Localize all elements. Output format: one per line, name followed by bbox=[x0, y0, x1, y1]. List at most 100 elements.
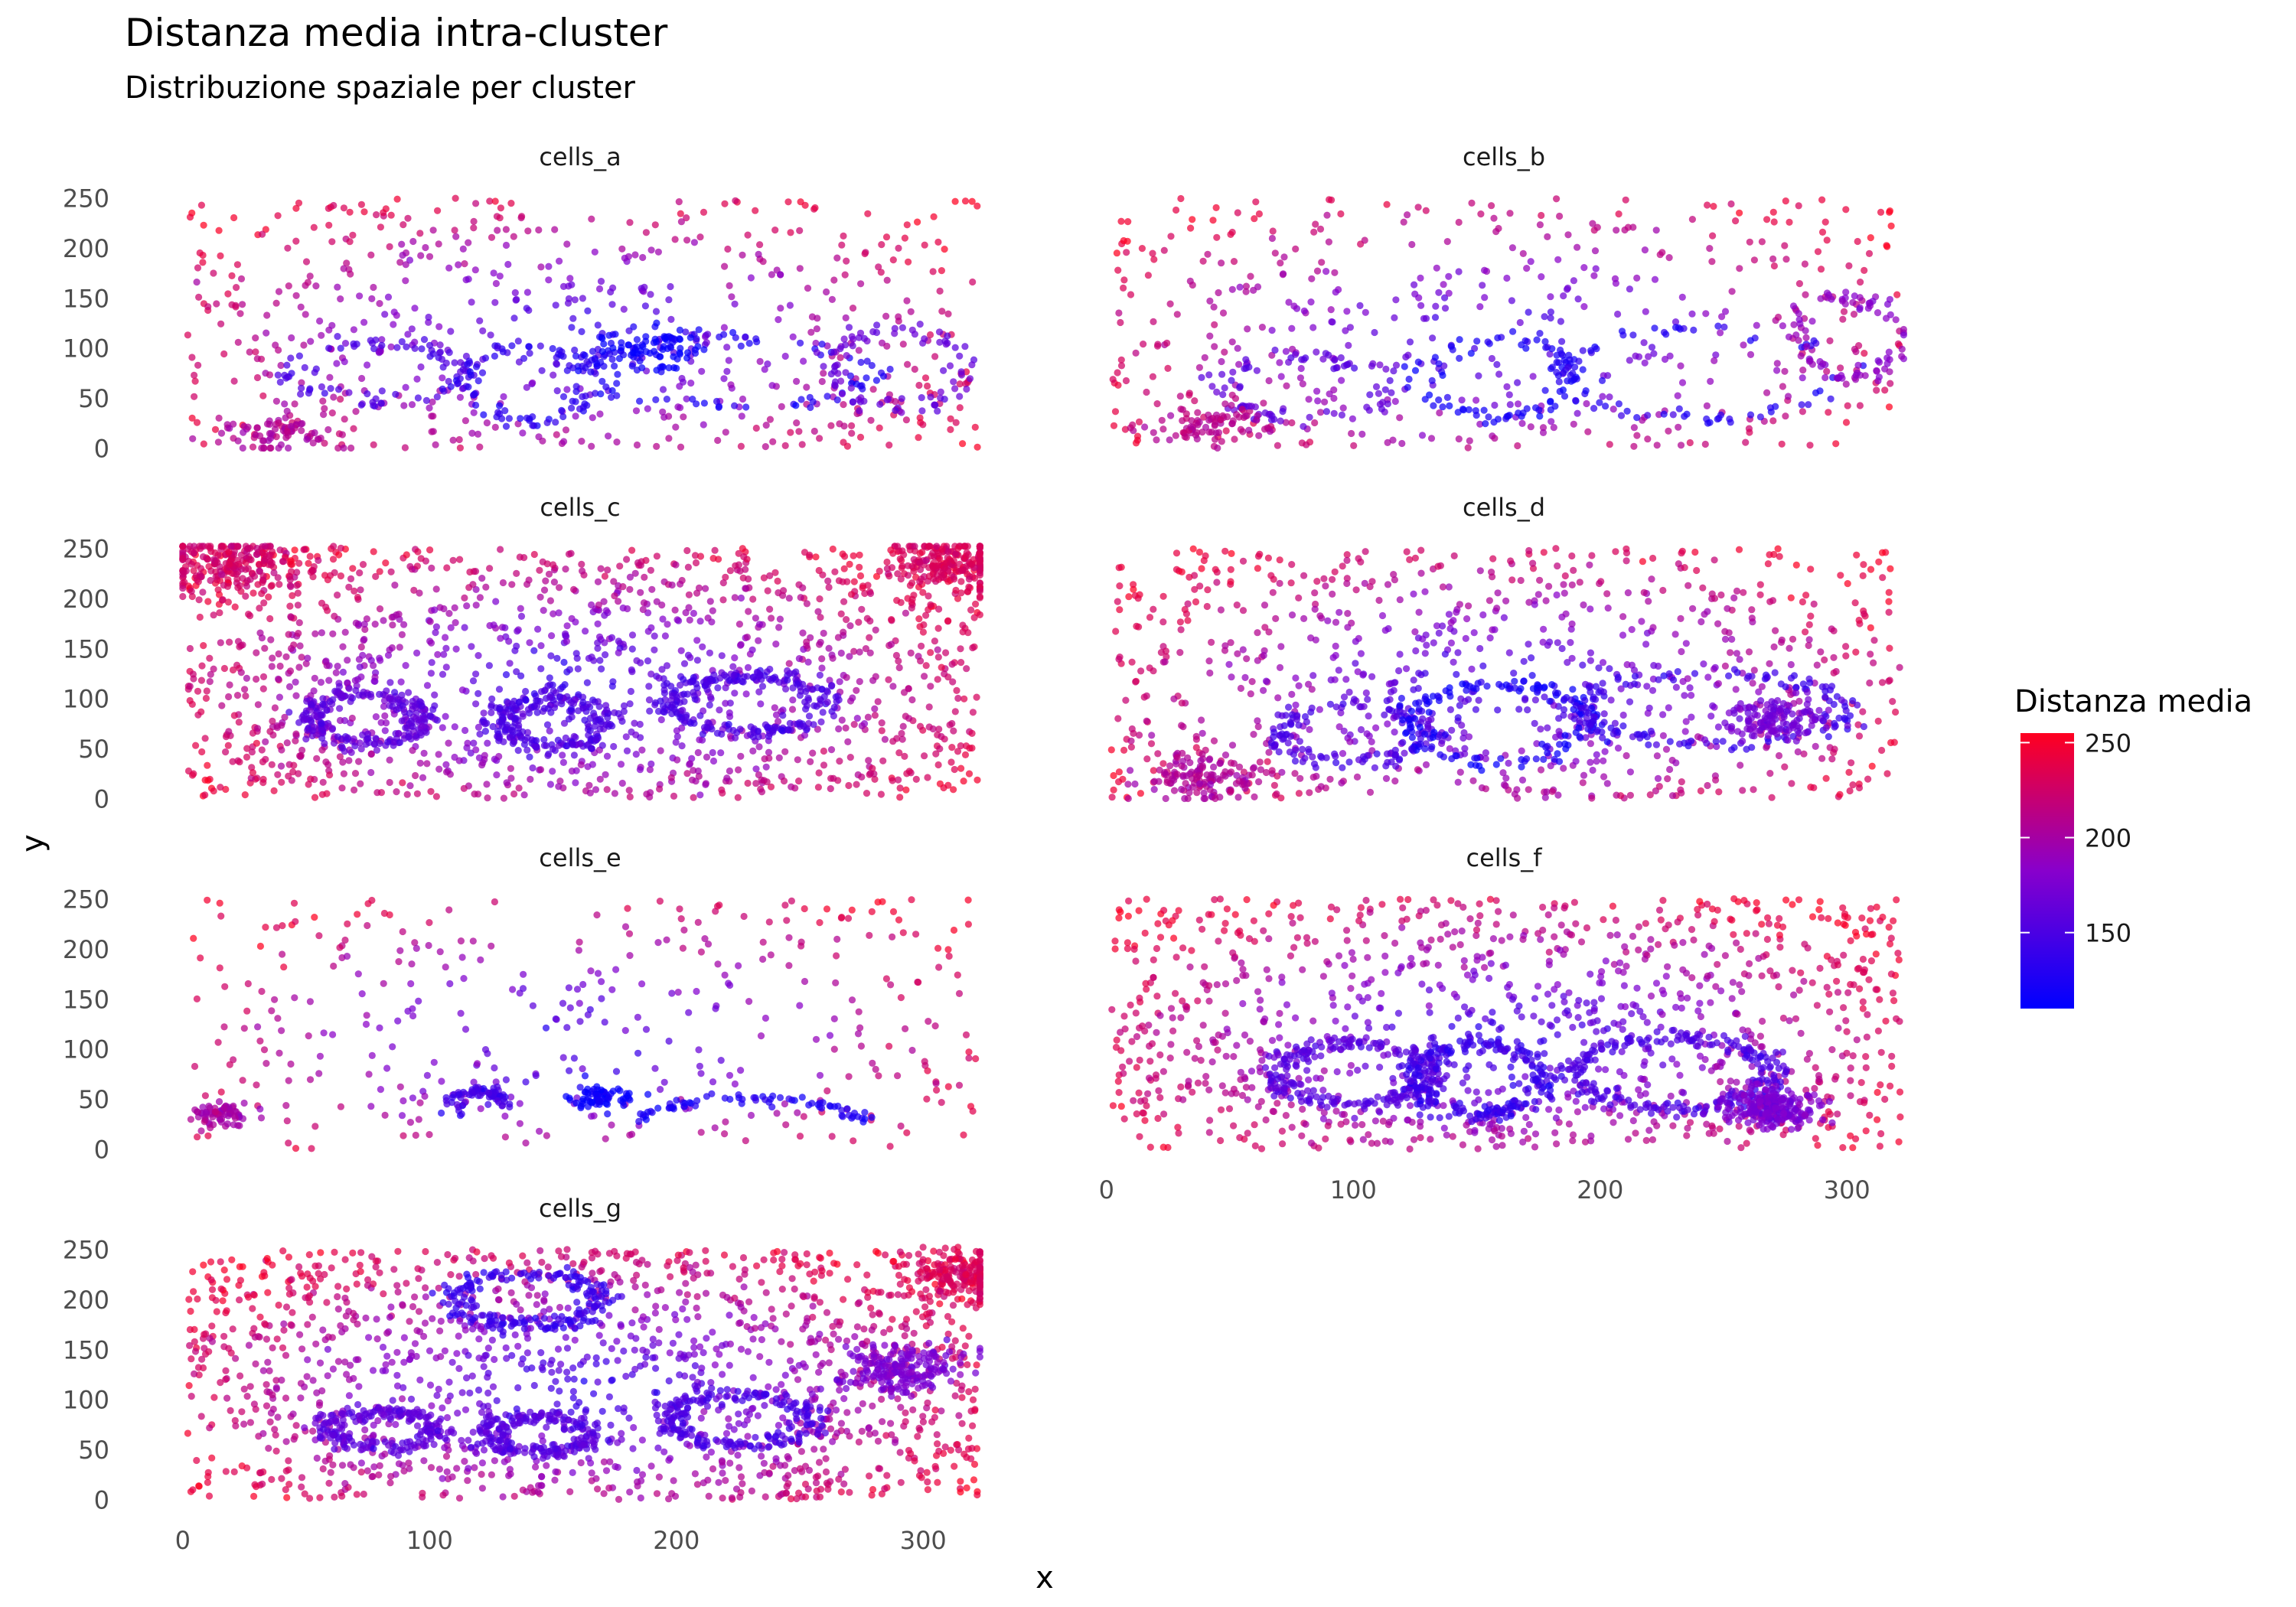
scatter-point bbox=[627, 687, 635, 696]
scatter-point bbox=[1378, 405, 1385, 413]
scatter-point bbox=[215, 227, 223, 234]
scatter-point bbox=[706, 598, 714, 605]
scatter-point bbox=[586, 727, 594, 735]
scatter-point bbox=[1817, 363, 1825, 370]
scatter-point bbox=[1593, 758, 1600, 765]
scatter-point bbox=[1550, 424, 1557, 432]
scatter-point bbox=[445, 610, 453, 618]
scatter-point bbox=[1556, 212, 1564, 220]
scatter-point bbox=[258, 746, 266, 754]
scatter-point bbox=[1211, 321, 1218, 328]
scatter-point bbox=[709, 757, 718, 765]
scatter-point bbox=[850, 578, 858, 585]
scatter-point bbox=[306, 553, 314, 560]
scatter-point bbox=[1404, 383, 1411, 391]
scatter-point bbox=[1368, 738, 1375, 746]
scatter-point bbox=[375, 349, 383, 357]
scatter-point bbox=[563, 742, 571, 750]
scatter-point bbox=[413, 649, 421, 657]
scatter-point bbox=[515, 784, 523, 792]
scatter-point bbox=[641, 573, 648, 582]
scatter-point bbox=[871, 705, 879, 712]
scatter-point bbox=[825, 583, 833, 592]
scatter-point bbox=[646, 793, 654, 801]
scatter-point bbox=[618, 339, 625, 347]
scatter-point bbox=[381, 311, 389, 318]
scatter-point bbox=[476, 443, 484, 451]
scatter-point bbox=[1718, 313, 1726, 321]
scatter-point bbox=[368, 295, 376, 302]
scatter-point bbox=[1201, 354, 1208, 361]
scatter-point bbox=[403, 790, 411, 798]
scatter-point bbox=[259, 685, 267, 693]
scatter-point bbox=[270, 569, 278, 577]
scatter-point bbox=[1707, 377, 1714, 385]
scatter-point bbox=[403, 343, 410, 350]
scatter-point bbox=[1439, 371, 1446, 380]
scatter-point bbox=[1531, 696, 1539, 704]
scatter-point bbox=[1864, 775, 1872, 783]
facet-strip-label: cells_a bbox=[539, 142, 621, 171]
scatter-point bbox=[1411, 281, 1418, 288]
scatter-point bbox=[253, 355, 261, 363]
scatter-point bbox=[478, 761, 486, 769]
scatter-point bbox=[1617, 412, 1626, 419]
scatter-point bbox=[487, 331, 494, 339]
scatter-point bbox=[468, 429, 476, 437]
scatter-point bbox=[639, 253, 647, 262]
scatter-point bbox=[1376, 361, 1384, 369]
scatter-point bbox=[1435, 396, 1443, 404]
scatter-point bbox=[847, 384, 855, 392]
scatter-point bbox=[1728, 635, 1736, 644]
scatter-point bbox=[1525, 308, 1532, 316]
scatter-point bbox=[393, 195, 401, 203]
scatter-point bbox=[411, 702, 419, 709]
scatter-point bbox=[1591, 247, 1600, 255]
scatter-point bbox=[626, 573, 634, 581]
scatter-point bbox=[1639, 558, 1646, 566]
scatter-point bbox=[491, 197, 499, 205]
scatter-point bbox=[386, 679, 394, 686]
scatter-point bbox=[1845, 262, 1853, 269]
scatter-point bbox=[192, 572, 200, 580]
scatter-point bbox=[1288, 324, 1296, 332]
scatter-point bbox=[515, 699, 523, 706]
scatter-point bbox=[1234, 650, 1241, 657]
scatter-point bbox=[338, 693, 345, 702]
scatter-point bbox=[916, 549, 924, 557]
scatter-point bbox=[749, 747, 757, 755]
scatter-point bbox=[616, 562, 624, 570]
scatter-point bbox=[817, 718, 825, 726]
scatter-point bbox=[1554, 639, 1561, 647]
scatter-point bbox=[1677, 362, 1684, 370]
scatter-point bbox=[458, 686, 467, 694]
scatter-point bbox=[626, 700, 634, 708]
scatter-point bbox=[1714, 322, 1722, 330]
scatter-point bbox=[1418, 432, 1427, 439]
scatter-point bbox=[370, 441, 377, 448]
scatter-point bbox=[530, 550, 538, 559]
scatter-point bbox=[1506, 210, 1514, 217]
scatter-point bbox=[233, 692, 242, 699]
scatter-point bbox=[1218, 370, 1226, 378]
scatter-point bbox=[907, 649, 915, 657]
scatter-point bbox=[1443, 238, 1451, 246]
scatter-point bbox=[653, 319, 660, 327]
scatter-point bbox=[343, 259, 351, 267]
scatter-point bbox=[1150, 429, 1157, 436]
scatter-point bbox=[405, 689, 413, 696]
scatter-point bbox=[1564, 231, 1572, 239]
scatter-point bbox=[445, 739, 452, 747]
scatter-point bbox=[1538, 211, 1545, 220]
scatter-point bbox=[1254, 283, 1262, 291]
scatter-point bbox=[1166, 436, 1173, 444]
scatter-point bbox=[210, 611, 217, 619]
scatter-point bbox=[941, 246, 948, 253]
scatter-point bbox=[966, 375, 974, 383]
scatter-point bbox=[665, 333, 673, 341]
scatter-point bbox=[1619, 631, 1627, 639]
scatter-point bbox=[337, 344, 344, 352]
scatter-point bbox=[386, 646, 393, 654]
scatter-point bbox=[1181, 433, 1189, 441]
scatter-point bbox=[1445, 289, 1453, 297]
